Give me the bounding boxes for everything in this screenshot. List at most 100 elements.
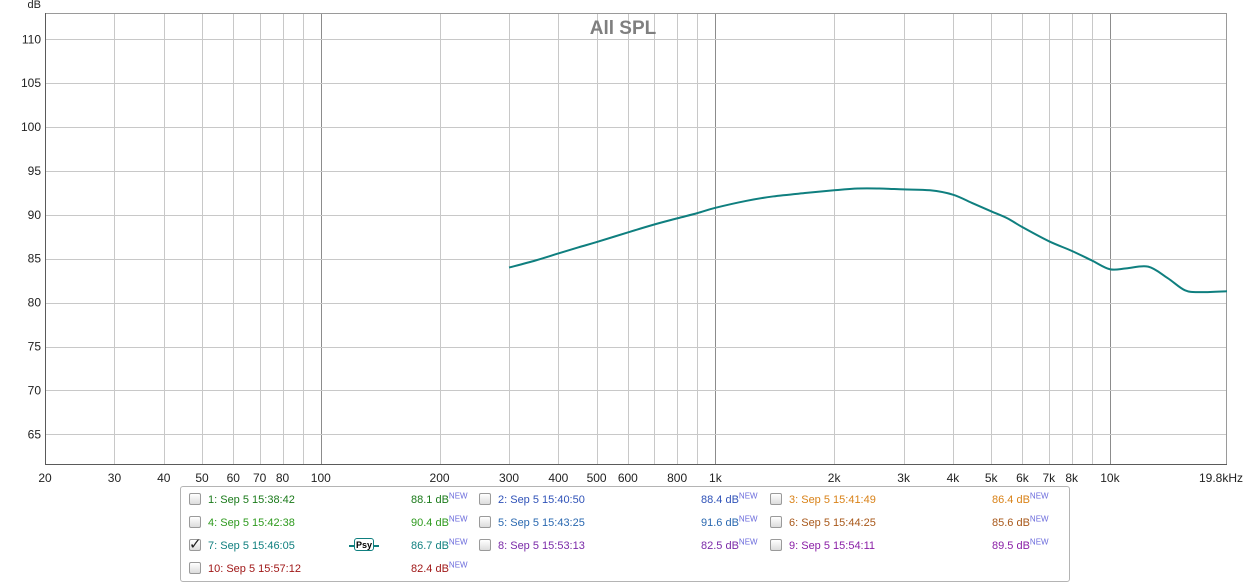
x-tick-label: 2k (828, 471, 842, 485)
y-tick-label: 85 (28, 252, 42, 266)
legend-entry-3: 3: Sep 5 15:41:49 86.4 dBNEW (770, 491, 1055, 509)
x-tick-label: 800 (667, 471, 687, 485)
x-tick-label: 300 (499, 471, 519, 485)
new-tag: NEW (1029, 537, 1049, 547)
x-tick-label: 200 (430, 471, 450, 485)
y-tick-label: 100 (21, 120, 41, 134)
spl-value-text: 88.4 dB (701, 494, 739, 506)
spl-value: 86.4 dBNEW (992, 491, 1049, 509)
measurement-label[interactable]: 10: Sep 5 15:57:12 (208, 563, 301, 575)
legend-entry-6: 6: Sep 5 15:44:25 85.6 dBNEW (770, 514, 1055, 532)
x-tick-label: 70 (253, 471, 267, 485)
plot-area (45, 13, 1227, 465)
spl-value-text: 86.4 dB (992, 494, 1030, 506)
measurement-checkbox[interactable] (189, 493, 201, 505)
new-tag: NEW (738, 514, 758, 524)
measurement-label[interactable]: 2: Sep 5 15:40:50 (498, 494, 585, 506)
new-tag: NEW (448, 560, 468, 570)
new-tag: NEW (448, 491, 468, 501)
measurement-label[interactable]: 9: Sep 5 15:54:11 (789, 540, 876, 552)
legend-entry-1: 1: Sep 5 15:38:42 88.1 dBNEW (189, 491, 474, 509)
spl-value-text: 82.4 dB (411, 563, 449, 575)
checkmark-icon: ✓ (189, 536, 202, 553)
x-tick-label: 7k (1042, 471, 1056, 485)
new-tag: NEW (738, 537, 758, 547)
y-axis-label: dB (28, 0, 41, 11)
measurement-legend: 1: Sep 5 15:38:42 88.1 dBNEW 2: Sep 5 15:4… (180, 486, 1070, 582)
y-tick-label: 95 (28, 164, 42, 178)
measurement-checkbox[interactable] (770, 516, 782, 528)
spl-value: 89.5 dBNEW (992, 537, 1049, 555)
legend-entry-2: 2: Sep 5 15:40:50 88.4 dBNEW (479, 491, 764, 509)
y-tick-label: 70 (28, 383, 42, 397)
x-tick-label: 5k (985, 471, 999, 485)
measurement-label[interactable]: 5: Sep 5 15:43:25 (498, 517, 585, 529)
spl-value-text: 91.6 dB (701, 517, 739, 529)
series-line-7 (508, 187, 1228, 294)
spl-value: 82.4 dBNEW (411, 560, 468, 578)
x-tick-label: 60 (227, 471, 241, 485)
new-tag: NEW (1029, 491, 1049, 501)
new-tag: NEW (738, 491, 758, 501)
measurement-checkbox[interactable] (479, 539, 491, 551)
measurement-checkbox[interactable] (189, 516, 201, 528)
measurement-label[interactable]: 4: Sep 5 15:42:38 (208, 517, 295, 529)
spl-value: 90.4 dBNEW (411, 514, 468, 532)
spl-value-text: 89.5 dB (992, 540, 1030, 552)
y-tick-label: 80 (28, 296, 42, 310)
x-tick-label: 8k (1065, 471, 1079, 485)
psy-badge-label: Psy (354, 538, 374, 551)
legend-entry-4: 4: Sep 5 15:42:38 90.4 dBNEW (189, 514, 474, 532)
legend-entry-9: 9: Sep 5 15:54:11 89.5 dBNEW (770, 537, 1055, 555)
x-tick-label: 40 (157, 471, 171, 485)
x-tick-label: 400 (548, 471, 568, 485)
new-tag: NEW (1029, 514, 1049, 524)
y-tick-label: 75 (28, 340, 42, 354)
y-tick-label: 110 (22, 32, 41, 46)
spl-value: 82.5 dBNEW (701, 537, 758, 555)
measurement-label[interactable]: 3: Sep 5 15:41:49 (789, 494, 876, 506)
x-tick-label: 30 (108, 471, 122, 485)
chart-title: All SPL (590, 18, 657, 39)
spl-value-text: 85.6 dB (992, 517, 1030, 529)
x-tick-label: 4k (947, 471, 961, 485)
x-tick-label: 20 (38, 471, 52, 485)
legend-entry-7: ✓ 7: Sep 5 15:46:05 Psy 86.7 dBNEW (189, 536, 474, 555)
spl-value: 88.4 dBNEW (701, 491, 758, 509)
measurement-checkbox[interactable]: ✓ (189, 536, 202, 553)
x-tick-label: 500 (587, 471, 607, 485)
measurement-checkbox[interactable] (770, 493, 782, 505)
spl-value: 85.6 dBNEW (992, 514, 1049, 532)
new-tag: NEW (448, 514, 468, 524)
legend-entry-8: 8: Sep 5 15:53:13 82.5 dBNEW (479, 537, 764, 555)
legend-entry-10: 10: Sep 5 15:57:12 82.4 dBNEW (189, 560, 474, 578)
spl-value-text: 82.5 dB (701, 540, 739, 552)
y-tick-label: 65 (28, 427, 42, 441)
measurement-checkbox[interactable] (479, 493, 491, 505)
spl-value: 91.6 dBNEW (701, 514, 758, 532)
x-tick-label: 600 (618, 471, 638, 485)
measurement-checkbox[interactable] (770, 539, 782, 551)
spl-value-text: 88.1 dB (411, 494, 449, 506)
measurement-checkbox[interactable] (189, 562, 201, 574)
y-tick-label: 105 (21, 76, 41, 90)
x-tick-label: 100 (311, 471, 331, 485)
y-tick-label: 90 (28, 208, 42, 222)
psy-smoothing-badge: Psy (349, 538, 379, 552)
x-tick-label: 19.8kHz (1199, 471, 1243, 485)
x-tick-label: 3k (897, 471, 911, 485)
measurement-label[interactable]: 1: Sep 5 15:38:42 (208, 494, 295, 506)
measurement-label[interactable]: 8: Sep 5 15:53:13 (498, 540, 585, 552)
measurement-label[interactable]: 7: Sep 5 15:46:05 (208, 540, 295, 552)
x-tick-label: 80 (276, 471, 290, 485)
spl-chart[interactable]: 65 70 75 80 85 90 95 100 105 110 dB 20 30 40 50 60 70 80 1… (0, 0, 1249, 486)
measurement-label[interactable]: 6: Sep 5 15:44:25 (789, 517, 876, 529)
legend-entry-5: 5: Sep 5 15:43:25 91.6 dBNEW (479, 514, 764, 532)
measurement-checkbox[interactable] (479, 516, 491, 528)
spl-value-text: 90.4 dB (411, 517, 449, 529)
x-tick-label: 10k (1100, 471, 1120, 485)
x-tick-label: 6k (1016, 471, 1030, 485)
x-tick-label: 50 (195, 471, 209, 485)
spl-value-text: 86.7 dB (411, 540, 449, 552)
new-tag: NEW (448, 537, 468, 547)
